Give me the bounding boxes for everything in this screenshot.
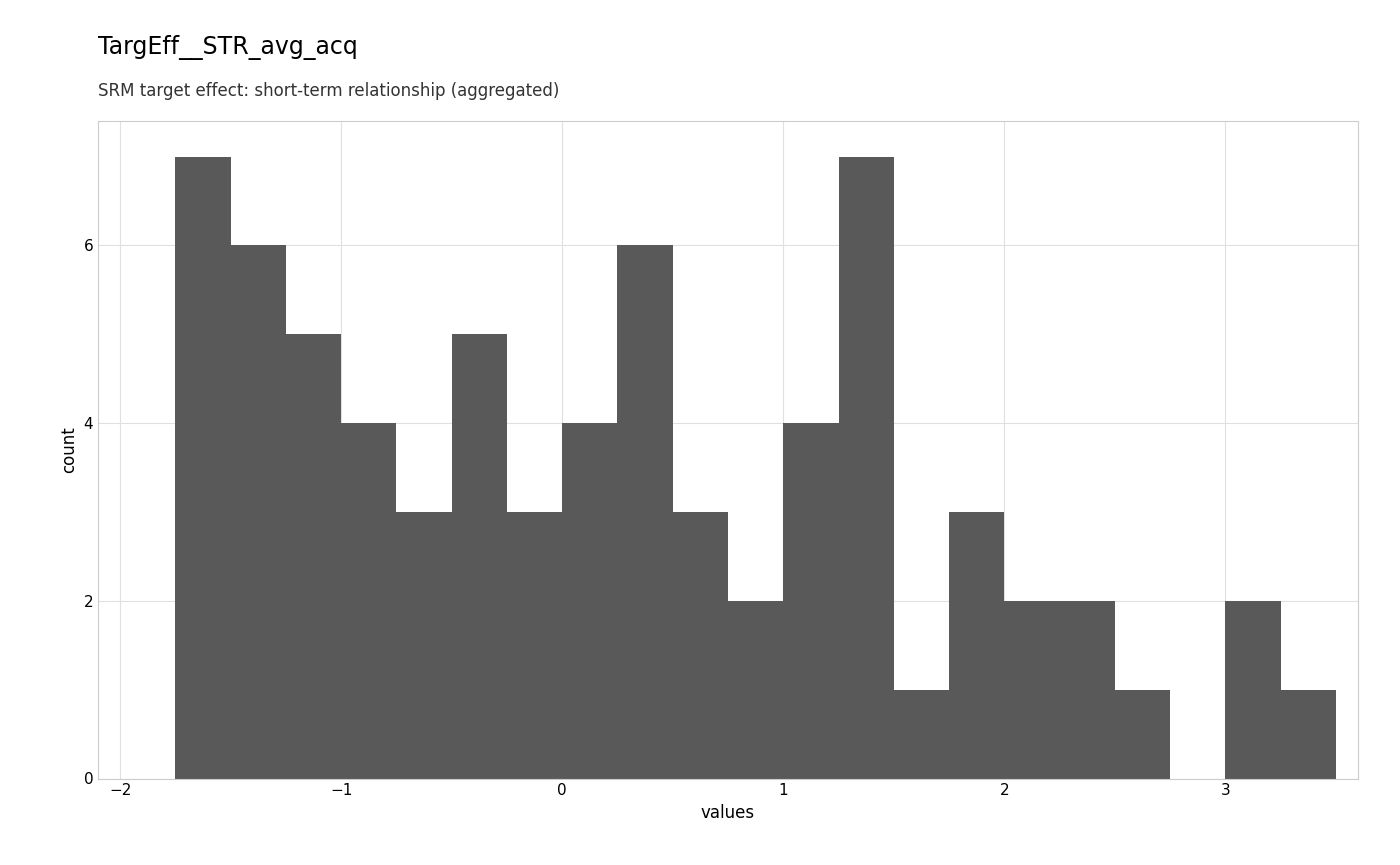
Bar bbox=[1114, 689, 1170, 779]
Bar bbox=[949, 512, 1004, 778]
Bar bbox=[893, 689, 949, 779]
Bar bbox=[342, 423, 396, 778]
Bar bbox=[673, 512, 728, 778]
Bar bbox=[396, 512, 452, 778]
Text: TargEff__STR_avg_acq: TargEff__STR_avg_acq bbox=[98, 35, 358, 60]
Bar bbox=[507, 512, 563, 778]
Bar bbox=[728, 601, 783, 778]
Bar bbox=[286, 334, 342, 778]
Bar bbox=[617, 246, 673, 779]
Text: SRM target effect: short-term relationship (aggregated): SRM target effect: short-term relationsh… bbox=[98, 82, 560, 100]
Bar bbox=[231, 246, 286, 779]
X-axis label: values: values bbox=[701, 804, 755, 822]
Bar bbox=[1281, 689, 1336, 779]
Bar bbox=[1225, 601, 1281, 778]
Bar bbox=[452, 334, 507, 778]
Bar bbox=[563, 423, 617, 778]
Bar bbox=[1060, 601, 1114, 778]
Bar bbox=[783, 423, 839, 778]
Bar bbox=[839, 157, 893, 778]
Bar bbox=[175, 157, 231, 778]
Y-axis label: count: count bbox=[60, 426, 78, 473]
Bar bbox=[1004, 601, 1060, 778]
